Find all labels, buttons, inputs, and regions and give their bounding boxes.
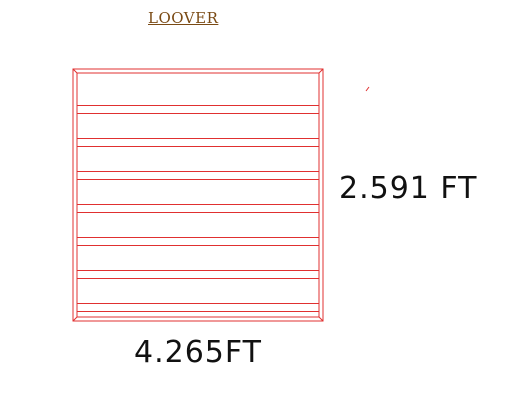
louver-frame <box>72 68 324 322</box>
inner-frame <box>76 72 320 318</box>
outer-frame <box>72 68 324 322</box>
frame-corner-tl <box>72 68 78 74</box>
louver-slats <box>77 105 319 312</box>
height-dimension: 2.591 FT <box>339 171 478 206</box>
frame-corner-bl <box>72 316 78 322</box>
stray-mark <box>365 86 370 92</box>
frame-corner-tr <box>318 68 324 74</box>
drawing-title: LOOVER <box>148 9 219 27</box>
frame-corner-br <box>318 316 324 322</box>
width-dimension: 4.265FT <box>134 335 262 370</box>
